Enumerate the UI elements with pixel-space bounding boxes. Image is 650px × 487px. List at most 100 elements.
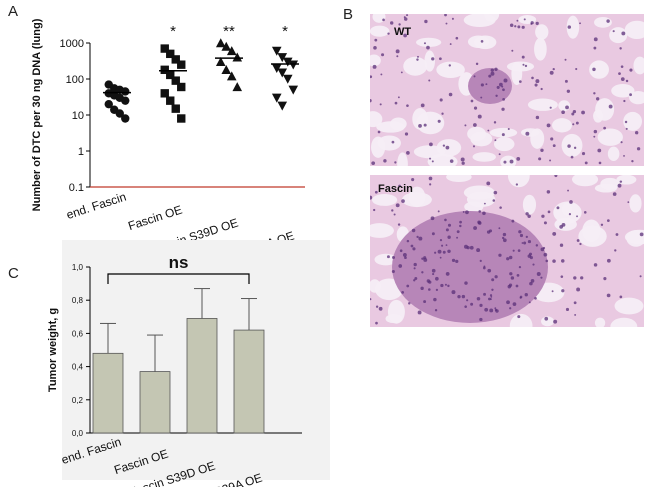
nucleus <box>540 276 543 279</box>
nucleus <box>429 157 432 160</box>
nucleus <box>483 202 486 205</box>
alveolus <box>427 153 458 166</box>
nucleus <box>495 94 498 97</box>
data-point-a <box>177 60 186 69</box>
nucleus <box>375 305 379 308</box>
nucleus <box>612 192 617 196</box>
nucleus <box>413 262 417 267</box>
nucleus <box>470 99 474 103</box>
nucleus <box>639 232 644 237</box>
nucleus <box>428 79 431 82</box>
nucleus <box>629 68 633 72</box>
nucleus <box>502 232 507 237</box>
alveolus <box>535 24 549 40</box>
nucleus <box>535 115 540 120</box>
nucleus <box>572 123 575 126</box>
nucleus <box>573 276 577 280</box>
alveolus <box>593 109 604 123</box>
data-point-a <box>160 44 169 53</box>
nucleus <box>593 37 598 42</box>
nucleus <box>403 33 407 38</box>
alveolus <box>582 219 601 242</box>
nucleus <box>404 17 408 21</box>
nucleus <box>519 233 524 238</box>
nucleus <box>556 206 560 210</box>
data-point-a <box>271 46 282 56</box>
x-tick-label-a: end. Fascin <box>65 190 128 222</box>
data-point-a <box>282 57 293 67</box>
alveolus <box>609 27 628 44</box>
nucleus <box>428 280 432 284</box>
nucleus <box>417 310 422 315</box>
data-point-a <box>288 60 299 70</box>
nucleus <box>576 239 580 242</box>
nucleus <box>516 157 521 161</box>
y-tick-label-c: 0,2 <box>72 396 84 405</box>
nucleus <box>528 252 533 256</box>
nucleus <box>421 257 424 260</box>
nucleus <box>517 249 521 252</box>
nucleus <box>381 53 385 57</box>
nucleus <box>461 161 465 165</box>
nucleus <box>531 76 534 80</box>
nucleus <box>391 140 395 144</box>
nucleus <box>445 272 450 276</box>
nucleus <box>502 238 507 243</box>
alveolus <box>416 37 442 48</box>
nucleus <box>404 132 409 136</box>
nucleus <box>430 216 435 221</box>
nucleus <box>506 257 510 261</box>
significance-bracket-c <box>107 273 250 284</box>
nucleus <box>549 106 552 109</box>
nucleus <box>426 45 430 50</box>
nucleus <box>456 236 459 239</box>
nucleus <box>496 85 500 89</box>
data-point-a <box>177 82 186 92</box>
nucleus <box>561 222 566 227</box>
nucleus <box>518 230 522 234</box>
nucleus <box>434 251 437 254</box>
nucleus <box>493 190 498 195</box>
nucleus <box>406 104 409 107</box>
nucleus <box>515 183 519 186</box>
alveolus <box>616 175 637 185</box>
alveolus <box>387 299 405 324</box>
nucleus <box>524 64 528 68</box>
data-point-a <box>288 85 299 95</box>
nucleus <box>402 253 407 257</box>
data-point-a <box>104 99 113 109</box>
nucleus <box>534 83 538 87</box>
nucleus <box>437 249 442 254</box>
data-point-a <box>215 38 226 48</box>
nucleus <box>494 67 498 71</box>
y-tick-label-c: 0,0 <box>72 429 84 438</box>
nucleus <box>386 255 390 259</box>
nucleus <box>494 139 497 142</box>
nucleus <box>437 119 441 123</box>
nucleus <box>592 67 596 72</box>
alveolus <box>558 100 571 112</box>
data-point-a <box>226 71 237 81</box>
nucleus <box>394 101 398 105</box>
nucleus <box>421 271 424 274</box>
alveolus <box>610 317 638 327</box>
nucleus <box>593 129 598 134</box>
nucleus <box>559 243 564 247</box>
alveolus <box>376 121 405 133</box>
nucleus <box>431 160 434 163</box>
y-tick-label-a: 1000 <box>60 38 84 50</box>
nucleus <box>619 295 623 299</box>
nucleus <box>509 23 514 27</box>
nucleus <box>508 283 513 287</box>
nucleus <box>431 268 436 273</box>
significance-label-a: * <box>170 23 176 40</box>
nucleus <box>444 283 447 286</box>
alveolus <box>623 111 643 131</box>
nucleus <box>546 123 551 128</box>
nucleus <box>541 214 545 218</box>
nucleus <box>413 267 416 270</box>
alveolus <box>534 37 547 61</box>
nucleus <box>383 159 387 163</box>
nucleus <box>395 49 400 54</box>
data-point-a <box>221 41 232 51</box>
